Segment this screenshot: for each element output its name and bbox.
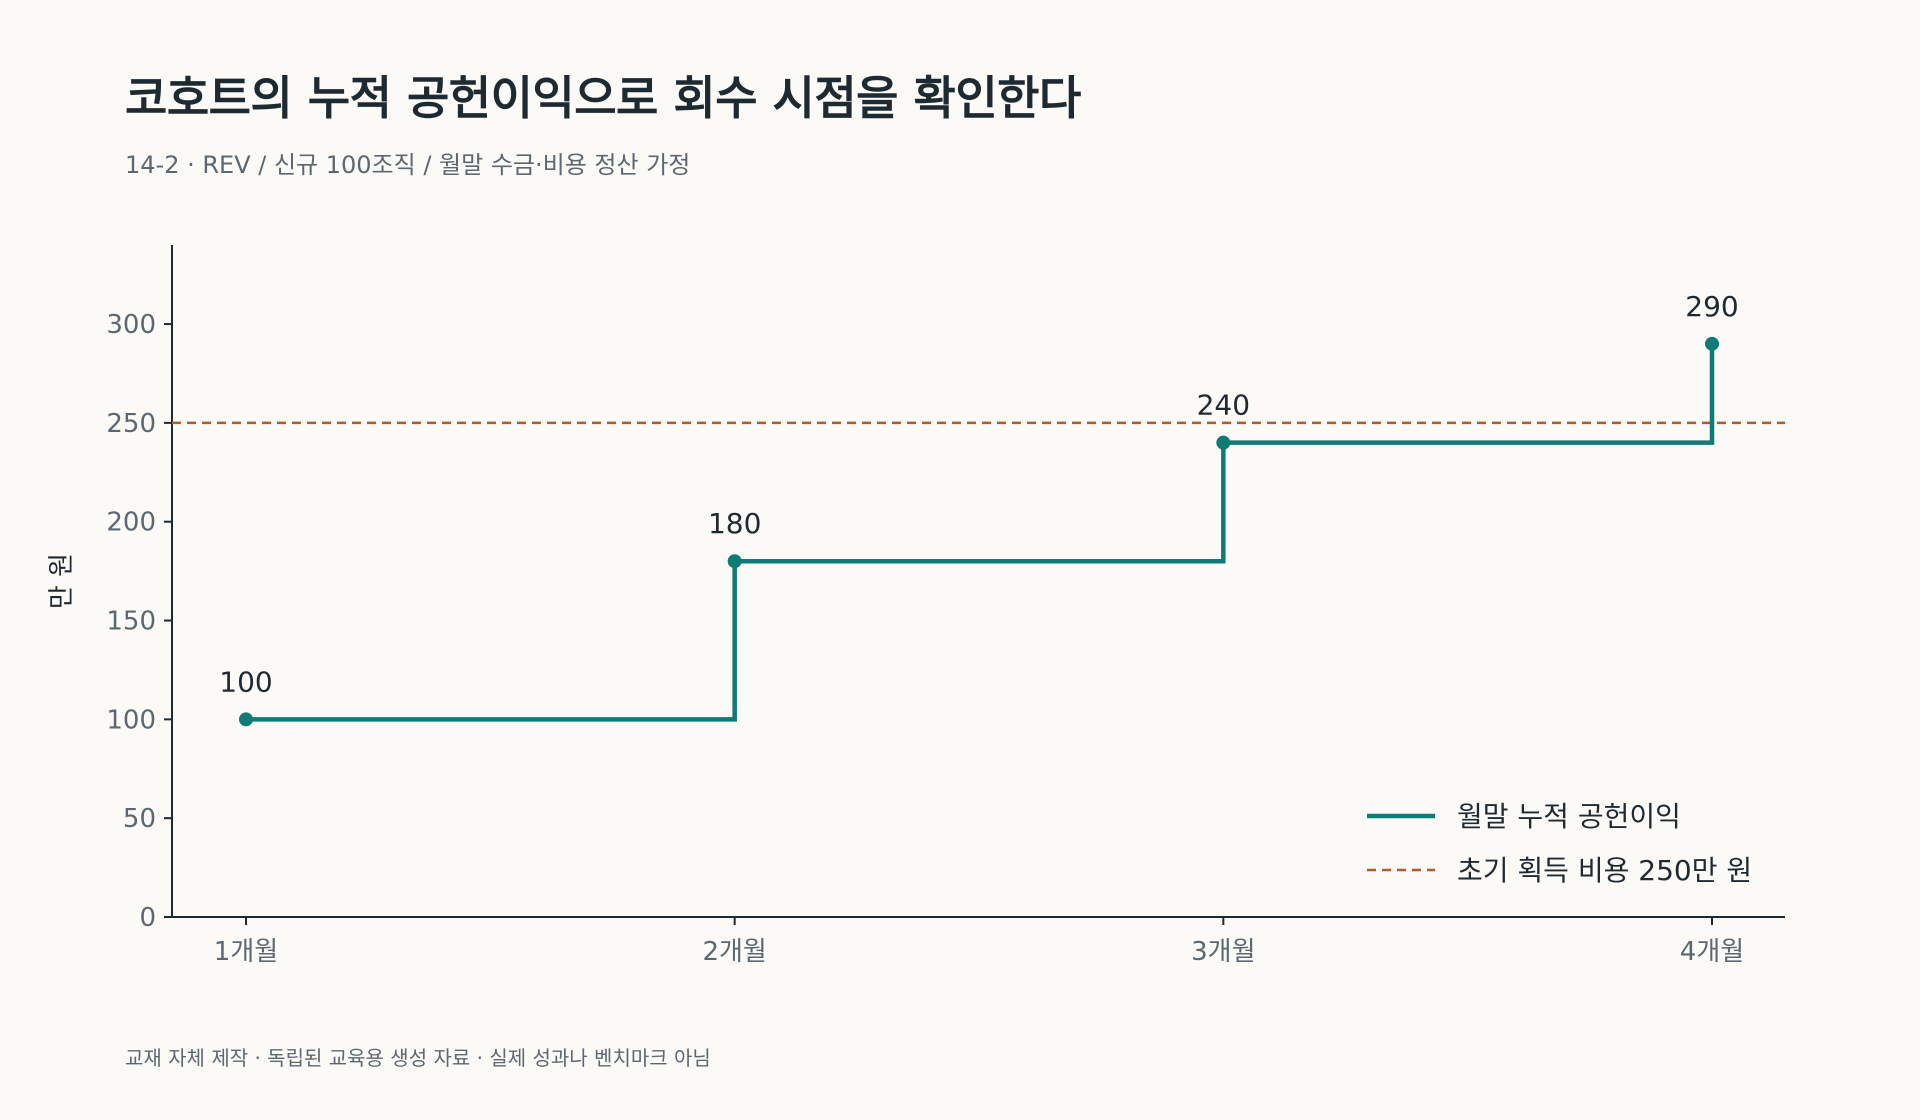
data-point xyxy=(1216,435,1231,450)
data-label: 100 xyxy=(219,665,272,698)
data-label: 180 xyxy=(708,507,761,540)
x-tick-label: 3개월 xyxy=(1191,937,1255,967)
footer-note: 교재 자체 제작 · 독립된 교육용 생성 자료 · 실제 성과나 벤치마크 아… xyxy=(125,1046,711,1070)
y-tick-label: 50 xyxy=(123,804,156,834)
chart-title: 코호트의 누적 공헌이익으로 회수 시점을 확인한다 xyxy=(125,71,1081,125)
y-tick-label: 200 xyxy=(106,508,156,538)
chart-axes: 0 50 100 150 200 250 300 1개월 2개월 3개월 4개월 xyxy=(106,245,1785,967)
data-labels-group: 100 180 240 290 xyxy=(219,290,1738,699)
series-step-line xyxy=(246,343,1715,722)
data-point xyxy=(239,712,253,727)
y-axis-label: 만 원 xyxy=(47,553,77,609)
x-tick-label: 1개월 xyxy=(214,937,278,967)
series-group xyxy=(239,336,1719,727)
legend-series-label: 월말 누적 공헌이익 xyxy=(1457,800,1681,833)
data-point xyxy=(1705,336,1719,351)
data-label: 240 xyxy=(1197,389,1250,422)
data-point xyxy=(727,554,742,569)
data-label: 290 xyxy=(1685,290,1738,323)
y-tick-label: 0 xyxy=(139,903,156,933)
y-tick-label: 300 xyxy=(106,310,156,340)
y-tick-label: 100 xyxy=(106,705,156,735)
chart-subtitle: 14-2 · REV / 신규 100조직 / 월말 수금·비용 정산 가정 xyxy=(125,151,691,179)
x-tick-label: 2개월 xyxy=(702,937,766,967)
legend-reference-label: 초기 획득 비용 250만 원 xyxy=(1457,854,1752,887)
y-tick-label: 150 xyxy=(106,607,156,637)
x-tick-label: 4개월 xyxy=(1680,937,1744,967)
y-tick-label: 250 xyxy=(106,409,156,439)
